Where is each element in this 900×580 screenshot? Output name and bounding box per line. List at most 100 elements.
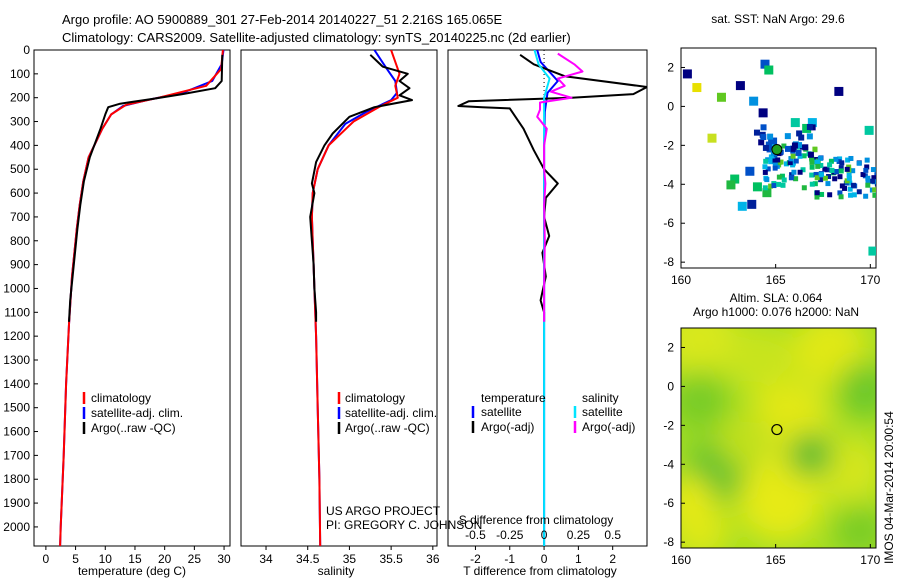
sst-pixel bbox=[762, 169, 768, 175]
sst-pixel bbox=[814, 175, 820, 181]
depth-tick-label: 1200 bbox=[3, 329, 30, 343]
x-tick-label: 34 bbox=[259, 552, 273, 566]
sst-pixel bbox=[834, 86, 844, 96]
sst-pixel bbox=[760, 59, 770, 69]
sst-pixel bbox=[762, 164, 768, 170]
depth-tick-label: 100 bbox=[10, 67, 30, 81]
sst-pixel bbox=[772, 162, 778, 168]
sst-pixel bbox=[730, 174, 740, 184]
sst-pixel bbox=[768, 137, 778, 147]
legend-label: Argo(..raw -QC) bbox=[345, 421, 430, 435]
map-x-tick-label: 165 bbox=[766, 553, 786, 567]
sst-pixel bbox=[863, 193, 869, 199]
sst-pixel bbox=[806, 123, 813, 130]
sst-pixel bbox=[776, 174, 782, 180]
sst-pixel bbox=[784, 133, 791, 140]
sst-pixel bbox=[787, 160, 793, 166]
sst-pixel bbox=[872, 192, 876, 198]
legend-label: satellite-adj. clim. bbox=[91, 406, 183, 420]
sla-patch bbox=[834, 504, 876, 548]
sst-pixel bbox=[762, 188, 772, 198]
x-tick-label: -1 bbox=[504, 552, 515, 566]
s-tick-label: -0.25 bbox=[496, 528, 524, 542]
x-tick-label: 5 bbox=[72, 552, 79, 566]
depth-tick-label: 200 bbox=[10, 91, 30, 105]
depth-tick-label: 700 bbox=[10, 210, 30, 224]
credit-pi: PI: GREGORY C. JOHNSON bbox=[326, 518, 482, 532]
legend-label: climatology bbox=[91, 391, 151, 405]
depth-tick-label: 1600 bbox=[3, 425, 30, 439]
sst-pixel bbox=[822, 175, 828, 181]
sst-pixel bbox=[833, 156, 839, 162]
sst-pixel bbox=[837, 174, 843, 180]
sst-pixel bbox=[813, 171, 819, 177]
sst-pixel bbox=[790, 145, 797, 152]
sst-pixel bbox=[839, 160, 845, 166]
sst-pixel bbox=[809, 159, 815, 165]
x-tick-label: 25 bbox=[188, 552, 202, 566]
sst-map-axes: 160 165 170 2 0 -2 -4 -6 -8 bbox=[663, 60, 880, 287]
sst-pixel bbox=[797, 153, 803, 159]
sst-pixel bbox=[817, 155, 823, 161]
sst-pixel bbox=[838, 168, 844, 174]
sst-pixel bbox=[768, 159, 774, 165]
sst-pixel bbox=[850, 168, 856, 174]
s-tick-label: -0.5 bbox=[465, 528, 486, 542]
legend-label: satellite-adj. clim. bbox=[345, 406, 437, 420]
sst-pixel bbox=[790, 118, 800, 128]
s-difference-axis-label: S difference from climatology bbox=[459, 513, 614, 527]
sst-pixel bbox=[826, 174, 832, 180]
series-climatology bbox=[59, 50, 224, 546]
x-tick-label: 0 bbox=[541, 552, 548, 566]
salinity-legend: climatology satellite-adj. clim. Argo(..… bbox=[337, 391, 437, 435]
sst-pixel bbox=[809, 156, 815, 162]
salinity-x-axis: 34 34.5 35 35.5 36 bbox=[259, 546, 440, 566]
map-y-tick-label: 2 bbox=[667, 340, 674, 354]
sst-pixel bbox=[790, 153, 796, 159]
s-tick-label: 0.5 bbox=[604, 528, 621, 542]
series-satellite-adj-clim- bbox=[310, 50, 398, 546]
sst-pixel bbox=[760, 124, 767, 131]
sst-pixel bbox=[767, 133, 774, 140]
sst-pixel bbox=[692, 83, 702, 93]
legend-label: Argo(-adj) bbox=[582, 420, 635, 434]
sst-pixel bbox=[788, 156, 794, 162]
map-y-tick-label: -2 bbox=[663, 138, 674, 152]
sst-pixel bbox=[812, 146, 818, 152]
sst-pixel bbox=[764, 177, 770, 183]
depth-tick-label: 2000 bbox=[3, 520, 30, 534]
sst-pixel bbox=[837, 156, 843, 162]
sst-pixel bbox=[707, 133, 717, 143]
legend-label: satellite bbox=[582, 405, 623, 419]
x-tick-label: 0 bbox=[43, 552, 50, 566]
sst-pixel bbox=[832, 176, 838, 182]
sst-pixel bbox=[834, 169, 840, 175]
difference-legend: temperature salinity satellite Argo(-adj… bbox=[471, 391, 635, 434]
sst-pixel bbox=[800, 167, 806, 173]
depth-tick-label: 800 bbox=[10, 234, 30, 248]
sst-pixel bbox=[790, 160, 796, 166]
sst-pixel bbox=[814, 190, 820, 196]
sst-pixel bbox=[860, 172, 866, 178]
map-x-tick-label: 170 bbox=[860, 553, 880, 567]
depth-tick-label: 1900 bbox=[3, 496, 30, 510]
sst-pixel bbox=[818, 162, 824, 168]
sst-pixel bbox=[791, 142, 798, 149]
sst-pixel bbox=[872, 187, 876, 193]
series-temperature-argo-adj- bbox=[457, 53, 647, 322]
sst-pixel bbox=[829, 167, 835, 173]
temperature-panel-frame bbox=[33, 49, 231, 547]
sst-pixel bbox=[802, 123, 812, 133]
map-y-tick-label: -4 bbox=[663, 457, 674, 471]
temperature-axis-label: temperature (deg C) bbox=[78, 564, 186, 578]
sst-pixel bbox=[844, 178, 850, 184]
depth-tick-label: 900 bbox=[10, 258, 30, 272]
sst-pixel bbox=[780, 182, 786, 188]
series-climatology bbox=[310, 50, 401, 546]
series-salinity-argo-adj- bbox=[536, 52, 584, 322]
sla-patch bbox=[681, 476, 714, 524]
salinity-plot bbox=[309, 50, 413, 546]
depth-tick-label: 400 bbox=[10, 138, 30, 152]
series-argo bbox=[68, 54, 224, 322]
